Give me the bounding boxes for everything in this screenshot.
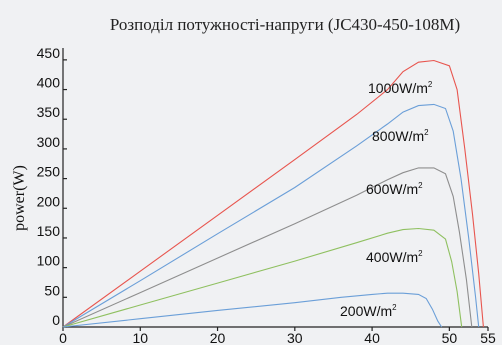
y-tick-label: 450 — [37, 45, 61, 61]
y-axis-label: power(W) — [11, 165, 28, 231]
series-curves — [62, 59, 484, 328]
x-tick-label: 0 — [59, 330, 67, 345]
x-tick-label: 55 — [480, 330, 496, 345]
chart-title: Розподіл потужності-напруги (JC430-450-1… — [110, 15, 460, 34]
series-line-2 — [62, 167, 473, 328]
x-tick-label: 50 — [442, 330, 458, 345]
y-tick-label: 50 — [44, 282, 60, 298]
series-line-4 — [62, 292, 443, 328]
y-tick-label: 150 — [37, 223, 61, 239]
series-label-2: 600W/m2 — [366, 181, 423, 197]
x-tick-label: 30 — [287, 330, 303, 345]
y-tick-label: 200 — [37, 193, 61, 209]
x-tick-label: 20 — [210, 330, 226, 345]
series-line-3 — [62, 227, 463, 328]
y-tick-label: 250 — [37, 164, 61, 180]
y-tick-label: 100 — [37, 253, 61, 269]
series-label-3: 400W/m2 — [366, 249, 423, 265]
series-label-1: 800W/m2 — [372, 128, 429, 144]
x-tick-label: 10 — [132, 330, 148, 345]
y-tick-label: 400 — [37, 75, 61, 91]
x-tick-label: 40 — [364, 330, 380, 345]
series-line-1 — [62, 103, 480, 328]
axes: 0 10 20 30 40 50 55 0 50 100 150 200 250 300 350 400 450 — [37, 45, 496, 345]
series-label-4: 200W/m2 — [340, 303, 397, 319]
y-tick-label: 0 — [52, 312, 60, 328]
y-tick-label: 350 — [37, 104, 61, 120]
series-labels: 1000W/m2 800W/m2 600W/m2 400W/m2 200W/m2 — [340, 80, 433, 319]
series-label-0: 1000W/m2 — [368, 80, 433, 96]
series-line-0 — [62, 59, 484, 328]
y-tick-label: 300 — [37, 134, 61, 150]
